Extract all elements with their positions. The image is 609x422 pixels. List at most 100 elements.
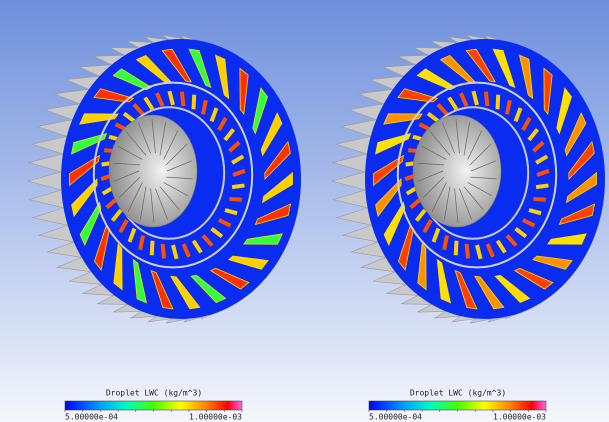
hub-blade: [454, 188, 459, 224]
hub-blade: [467, 182, 493, 197]
ring: [92, 81, 254, 269]
slot: [217, 116, 228, 131]
legend-title: Droplet LWC (kg/m^3): [106, 389, 202, 398]
slot: [191, 94, 197, 110]
vane: [397, 88, 439, 103]
slot: [514, 227, 528, 239]
slot: [160, 243, 167, 259]
slot: [535, 183, 549, 190]
vane: [262, 171, 293, 204]
vane: [436, 258, 452, 304]
turbine-panel: Droplet LWC (kg/m^3) 5.00000e-04 1.00000e-…: [26, 34, 301, 422]
vane: [264, 140, 291, 180]
slot: [105, 197, 118, 210]
hub-blade: [442, 122, 455, 154]
vane: [132, 258, 148, 304]
slot: [495, 239, 507, 254]
hub-blade: [463, 121, 471, 156]
vane: [494, 274, 531, 304]
slot: [426, 111, 440, 123]
hub-blade: [166, 160, 193, 172]
slot: [110, 208, 123, 222]
legend-min: 5.00000e-04: [65, 413, 118, 422]
slot: [171, 244, 179, 260]
slot: [483, 91, 490, 107]
vane: [566, 171, 597, 204]
vane: [113, 242, 123, 291]
vane: [492, 48, 516, 89]
legend-title: Droplet LWC (kg/m^3): [410, 389, 506, 398]
hub-blade: [463, 186, 484, 211]
hub-blade: [430, 131, 451, 156]
slot: [155, 92, 165, 107]
vane: [161, 48, 192, 83]
vane: [564, 112, 587, 157]
vane: [243, 233, 283, 245]
vane: [112, 68, 153, 91]
slot: [495, 94, 501, 110]
hub-blade: [127, 182, 143, 212]
vane: [543, 67, 553, 116]
vane: [260, 112, 283, 157]
hub: [412, 114, 502, 228]
slot: [232, 168, 246, 177]
hub-blade: [165, 143, 188, 166]
hub-blade: [469, 143, 492, 166]
vane: [531, 255, 573, 270]
hub-blade: [163, 182, 189, 197]
hub-blade: [159, 121, 167, 156]
vane: [417, 242, 427, 291]
vane: [71, 178, 98, 218]
vane: [375, 178, 402, 218]
slot: [527, 128, 540, 142]
slot: [505, 234, 518, 247]
legend-min: 5.00000e-04: [369, 413, 422, 422]
vane: [474, 275, 505, 310]
slot: [122, 111, 136, 123]
vane: [454, 269, 478, 310]
vane: [513, 267, 554, 290]
slot: [167, 90, 175, 106]
vane: [79, 201, 102, 246]
hub-blade: [117, 145, 143, 160]
hub-blade: [459, 188, 472, 220]
vane: [69, 154, 100, 187]
legend-max: 1.00000e-03: [493, 413, 546, 422]
hub-blade: [470, 176, 497, 180]
vane: [556, 87, 572, 135]
slot: [181, 243, 191, 258]
slot: [513, 107, 523, 123]
vane: [239, 67, 249, 116]
hub-blade: [139, 186, 147, 221]
hub: [108, 114, 198, 228]
hub-blade: [150, 188, 155, 224]
hub-blade: [467, 130, 483, 160]
hub-blade: [421, 145, 447, 160]
slot: [522, 218, 536, 228]
slot: [229, 196, 242, 202]
slot: [409, 197, 422, 210]
slot: [485, 243, 495, 258]
vane: [252, 87, 268, 135]
vane: [373, 154, 404, 187]
hub-blade: [118, 176, 141, 199]
hub-blade: [155, 188, 168, 220]
slot: [179, 91, 186, 107]
slot: [475, 244, 483, 260]
slot: [210, 227, 224, 239]
slot: [436, 103, 449, 116]
vane: [150, 269, 174, 310]
colorbar: [64, 400, 243, 411]
slot: [532, 140, 545, 153]
hub-blade: [455, 118, 460, 154]
hub-blade: [422, 176, 445, 199]
hub-blade: [113, 170, 140, 182]
vane: [209, 267, 250, 290]
slot: [505, 99, 512, 115]
slot: [453, 240, 459, 256]
slot: [536, 168, 550, 177]
slot: [431, 227, 441, 243]
vane: [383, 201, 406, 246]
vane: [518, 54, 534, 100]
